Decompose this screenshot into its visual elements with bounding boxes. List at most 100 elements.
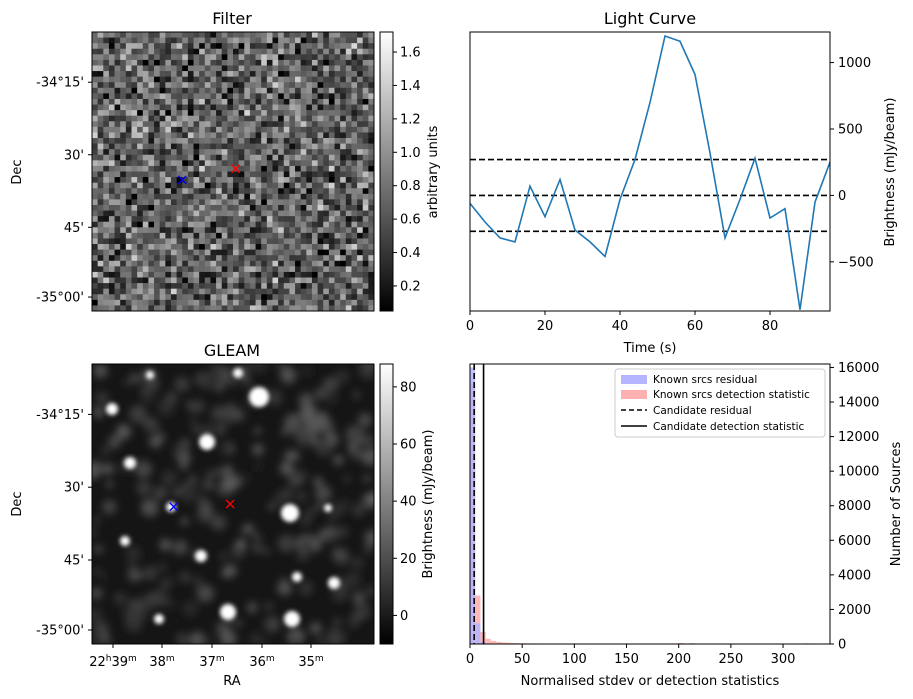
dec-tick-label: 45' xyxy=(64,221,84,236)
colorbar-tick-label: 0.4 xyxy=(400,246,421,261)
filter-colorbar-label: arbitrary units xyxy=(426,125,441,218)
x-tick-label: 200 xyxy=(666,652,691,667)
filter-y-axis: -34°15' 30' 45' -35°00' xyxy=(36,76,92,306)
red-candidate-marker xyxy=(225,499,235,509)
histogram-xlabel: Normalised stdev or detection statistics xyxy=(521,674,780,689)
light-curve-ylabel: Brightness (mJy/beam) xyxy=(883,98,898,247)
gleam-frame xyxy=(91,363,375,645)
legend-box xyxy=(614,368,826,438)
light-curve-xlabel: Time (s) xyxy=(623,341,677,356)
x-tick-label: 60 xyxy=(687,319,704,334)
filter-panel: Filter -34°15' 30' 45' -35°00' Dec 0.2 0.4 0.… xyxy=(10,9,441,312)
gleam-x-axis: 22h39m 38m 37m 36m 35m xyxy=(89,644,324,670)
x-tick-label: 40 xyxy=(612,319,629,334)
colorbar-tick-label: 0.6 xyxy=(400,213,421,228)
filter-colorbar-ticks: 0.2 0.4 0.6 0.8 1.0 1.2 1.4 1.6 xyxy=(393,46,421,294)
legend-label-candidate-residual: Candidate residual xyxy=(653,405,752,417)
filter-title: Filter xyxy=(212,9,252,28)
histogram-panel: 0 50 100 150 200 250 300 0 2000 4000 6000 8000 10000… xyxy=(466,361,904,689)
dec-tick-label: -34°15' xyxy=(36,76,84,91)
light-curve-series xyxy=(469,34,831,310)
histogram-bar xyxy=(496,641,502,644)
dec-tick-label: 30' xyxy=(64,148,84,163)
x-tick-label: 0 xyxy=(466,319,474,334)
histogram-bar xyxy=(678,642,684,644)
gleam-markers xyxy=(169,499,235,512)
colorbar-tick-label: 20 xyxy=(400,552,417,567)
ra-tick-label: 36m xyxy=(249,654,274,670)
y-tick-label: 0 xyxy=(838,638,846,653)
colorbar-tick-label: 40 xyxy=(400,495,417,510)
colorbar-tick-label: 80 xyxy=(400,380,417,395)
gleam-y-axis: -34°15' 30' 45' -35°00' xyxy=(36,408,92,639)
histogram-bar xyxy=(470,367,476,644)
dec-tick-label: 45' xyxy=(64,554,84,569)
gleam-colorbar xyxy=(379,363,394,645)
y-tick-label: 1000 xyxy=(838,56,871,71)
ra-tick-label: 38m xyxy=(149,654,174,670)
y-tick-label: 6000 xyxy=(838,534,871,549)
colorbar-tick-label: 1.2 xyxy=(400,112,421,127)
dec-tick-label: -35°00' xyxy=(36,291,84,306)
light-curve-plot: 0 20 40 60 80 −500 0 500 1000 xyxy=(466,34,874,334)
y-tick-label: 500 xyxy=(838,122,863,137)
histogram-bar xyxy=(501,642,507,644)
colorbar-tick-label: 0.8 xyxy=(400,179,421,194)
filter-colorbar xyxy=(379,31,394,312)
histogram-bar xyxy=(485,638,491,644)
x-tick-label: 250 xyxy=(718,652,743,667)
legend-swatch-known-detection xyxy=(621,390,647,399)
filter-ylabel: Dec xyxy=(10,159,25,184)
gleam-image xyxy=(92,364,374,644)
gleam-panel: GLEAM -34°15' 30' 45' -35°00' 22h39m 38m 37m 3… xyxy=(10,341,436,689)
x-tick-label: 150 xyxy=(614,652,639,667)
filter-frame xyxy=(91,31,375,312)
x-tick-label: 20 xyxy=(537,319,554,334)
red-candidate-marker xyxy=(231,164,241,174)
x-tick-label: 0 xyxy=(466,652,474,667)
light-curve-panel: Light Curve 0 20 40 60 80 −500 0 500 1000 Time (… xyxy=(466,9,898,356)
y-tick-label: 0 xyxy=(838,189,846,204)
colorbar-tick-label: 1.4 xyxy=(400,79,421,94)
histogram-ylabel: Number of Sources xyxy=(889,442,904,567)
dec-tick-label: 30' xyxy=(64,481,84,496)
colorbar-tick-label: 60 xyxy=(400,438,417,453)
y-tick-label: 16000 xyxy=(838,361,879,376)
filter-markers xyxy=(177,164,241,185)
gleam-ylabel: Dec xyxy=(10,491,25,516)
legend-label-candidate-detection: Candidate detection statistic xyxy=(653,421,805,433)
dec-tick-label: -34°15' xyxy=(36,408,84,423)
colorbar-tick-label: 0.2 xyxy=(400,279,421,294)
x-tick-label: 300 xyxy=(771,652,796,667)
x-tick-label: 50 xyxy=(514,652,531,667)
legend-label-known-residual: Known srcs residual xyxy=(653,374,757,386)
y-tick-label: 10000 xyxy=(838,465,879,480)
histogram-plot: 0 50 100 150 200 250 300 0 2000 4000 6000 8000 10000… xyxy=(466,361,880,667)
gleam-xlabel: RA xyxy=(223,674,241,689)
colorbar-tick-label: 0 xyxy=(400,609,408,624)
histogram-bar xyxy=(475,595,481,644)
y-tick-label: 4000 xyxy=(838,568,871,583)
gleam-colorbar-label: Brightness (mJy/beam) xyxy=(421,430,436,579)
legend-label-known-detection: Known srcs detection statistic xyxy=(653,389,810,401)
y-tick-label: 12000 xyxy=(838,430,879,445)
histogram-frame xyxy=(469,363,831,645)
histogram-bar xyxy=(490,640,497,644)
ra-tick-label: 37m xyxy=(199,654,224,670)
legend-swatch-known-residual xyxy=(621,375,647,384)
histogram-legend: Known srcs residual Known srcs detection… xyxy=(614,368,826,438)
light-curve-frame xyxy=(469,31,831,312)
gleam-title: GLEAM xyxy=(204,341,260,360)
colorbar-tick-label: 1.6 xyxy=(400,46,421,61)
ra-tick-label: 22h39m xyxy=(89,654,137,670)
y-tick-label: 14000 xyxy=(838,396,879,411)
blue-source-marker xyxy=(169,502,179,512)
blue-source-marker xyxy=(177,175,187,185)
x-tick-label: 80 xyxy=(762,319,779,334)
histogram-bar xyxy=(475,623,481,644)
filter-noise-image xyxy=(92,32,374,311)
ra-tick-label: 35m xyxy=(298,654,323,670)
histogram-bar xyxy=(506,642,512,644)
light-curve-title: Light Curve xyxy=(604,9,696,28)
